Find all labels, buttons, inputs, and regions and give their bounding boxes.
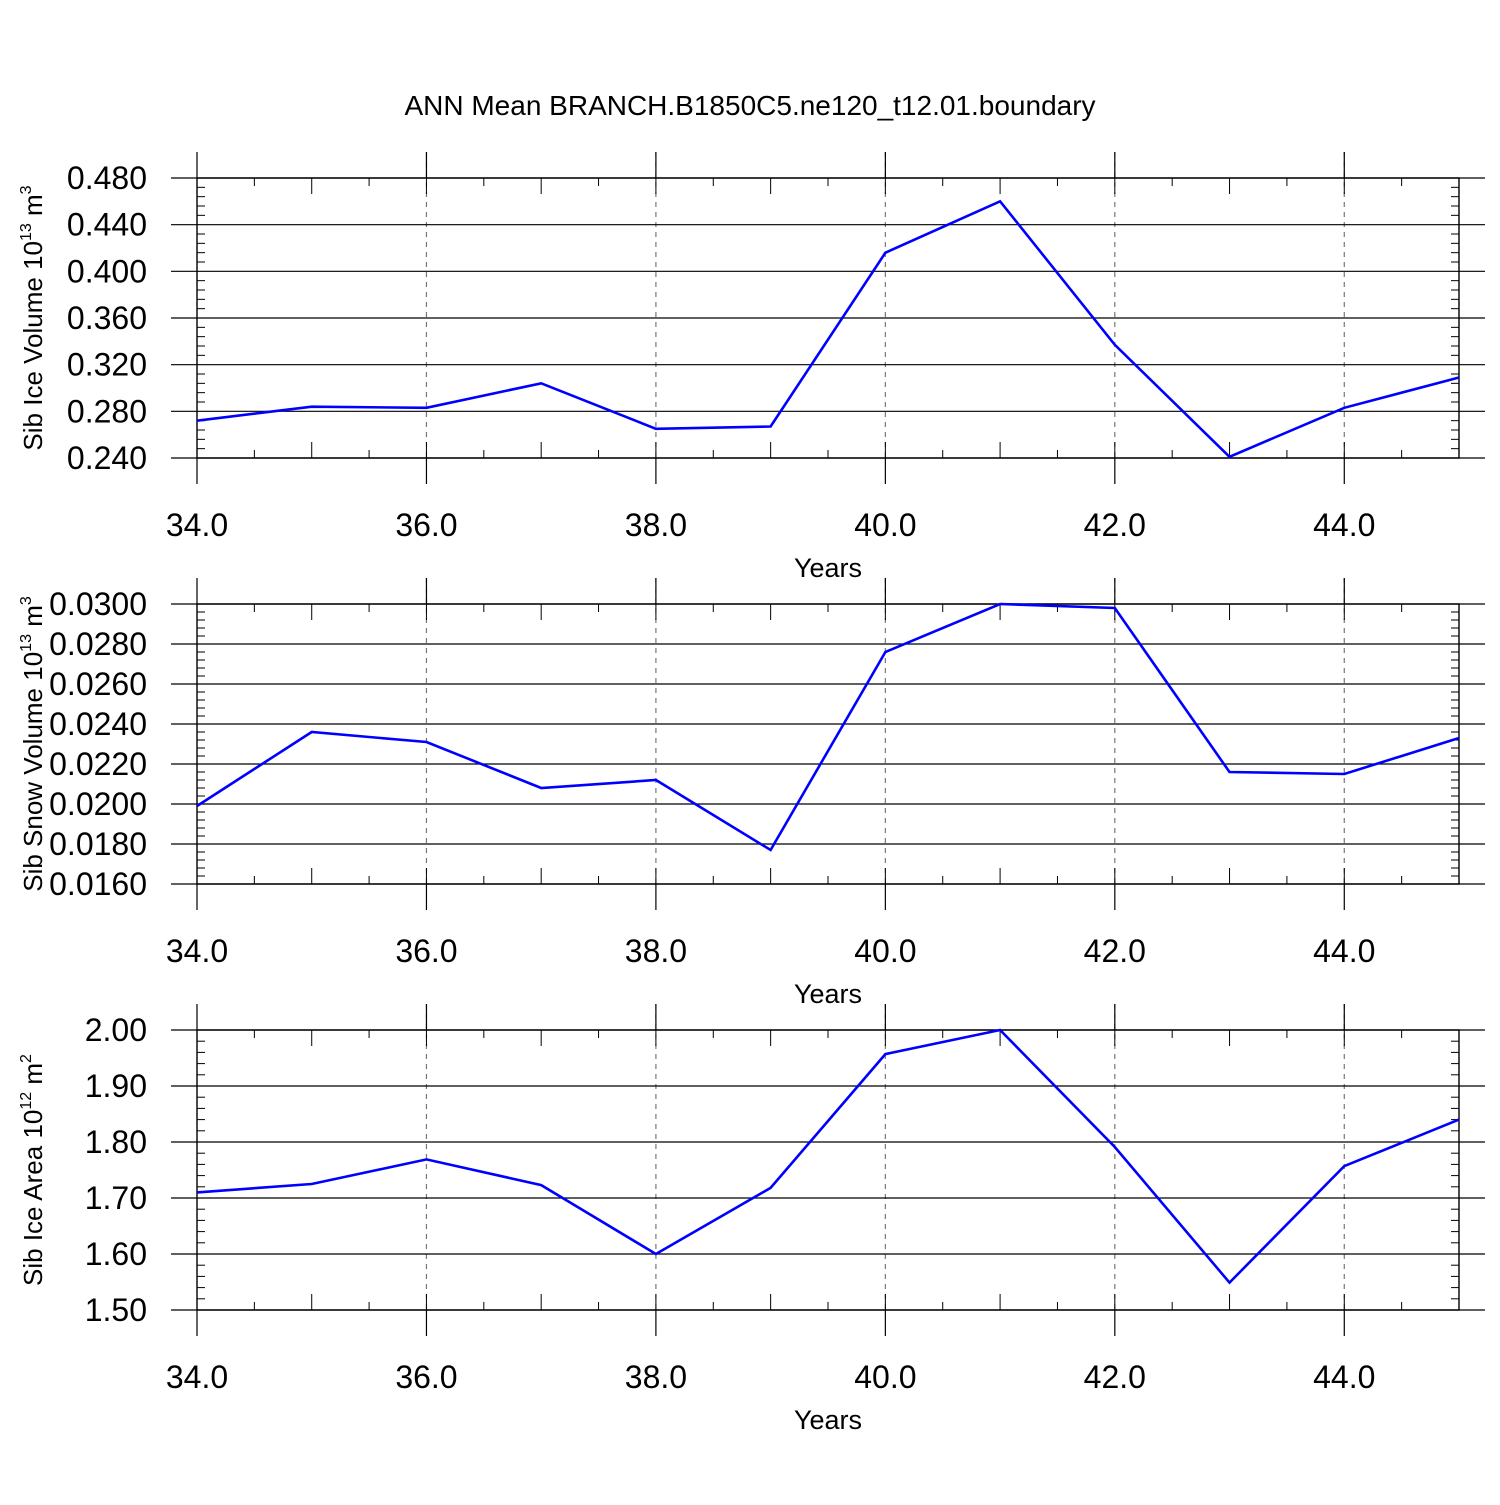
y-tick-label: 0.280 xyxy=(67,393,147,429)
y-tick-label: 0.0260 xyxy=(49,666,147,702)
y-tick-label: 1.80 xyxy=(85,1124,147,1160)
y-tick-label: 0.480 xyxy=(67,160,147,196)
series-line xyxy=(196,602,1460,852)
y-tick-label: 1.60 xyxy=(85,1236,147,1272)
series-line xyxy=(196,1028,1460,1285)
x-tick-label: 34.0 xyxy=(166,507,228,543)
plot-frame xyxy=(196,603,1460,885)
plot-frame xyxy=(196,1029,1460,1311)
y-tick-label: 0.0220 xyxy=(49,746,147,782)
y-tick-label: 2.00 xyxy=(85,1012,147,1048)
series-line xyxy=(196,199,1460,459)
x-tick-label: 36.0 xyxy=(395,1359,457,1395)
x-tick-label: 36.0 xyxy=(395,933,457,969)
y-axis-label: Sib Snow Volume 1013 m3 xyxy=(18,596,48,892)
y-tick-label: 0.0180 xyxy=(49,826,147,862)
chart-panel-2: 34.0 36.0 38.0 40.0 42.0 44.0 0.0160 0.0180 0.02… xyxy=(18,578,1485,1009)
y-tick-label: 0.0240 xyxy=(49,706,147,742)
x-tick-label: 34.0 xyxy=(166,933,228,969)
x-axis-label: Years xyxy=(794,553,862,583)
x-tick-label: 44.0 xyxy=(1313,1359,1375,1395)
y-tick-label: 0.320 xyxy=(67,347,147,383)
y-axis-label: Sib Ice Volume 1013 m3 xyxy=(18,185,48,450)
y-tick-label: 1.90 xyxy=(85,1068,147,1104)
y-axis-label: Sib Ice Area 1012 m2 xyxy=(18,1054,48,1286)
y-tick-label: 1.70 xyxy=(85,1180,147,1216)
x-tick-label: 40.0 xyxy=(854,933,916,969)
x-tick-label: 36.0 xyxy=(395,507,457,543)
y-tick-label: 0.0300 xyxy=(49,586,147,622)
y-tick-label: 0.0280 xyxy=(49,626,147,662)
y-tick-label: 0.440 xyxy=(67,207,147,243)
y-tick-label: 0.360 xyxy=(67,300,147,336)
x-tick-label: 38.0 xyxy=(625,507,687,543)
y-tick-label: 0.0200 xyxy=(49,786,147,822)
x-tick-label: 38.0 xyxy=(625,933,687,969)
chart-panel-3: 34.0 36.0 38.0 40.0 42.0 44.0 1.50 1.60 1.70 1.80… xyxy=(18,1004,1485,1435)
x-tick-label: 42.0 xyxy=(1084,1359,1146,1395)
x-axis-label: Years xyxy=(794,1405,862,1435)
y-tick-label: 1.50 xyxy=(85,1292,147,1328)
x-axis-label: Years xyxy=(794,979,862,1009)
y-tick-label: 0.0160 xyxy=(49,866,147,902)
y-tick-label: 0.400 xyxy=(67,253,147,289)
figure-title: ANN Mean BRANCH.B1850C5.ne120_t12.01.bou… xyxy=(404,90,1095,121)
x-tick-label: 34.0 xyxy=(166,1359,228,1395)
x-tick-label: 44.0 xyxy=(1313,933,1375,969)
x-tick-label: 44.0 xyxy=(1313,507,1375,543)
x-tick-label: 42.0 xyxy=(1084,933,1146,969)
x-tick-label: 40.0 xyxy=(854,1359,916,1395)
x-tick-label: 38.0 xyxy=(625,1359,687,1395)
x-tick-label: 40.0 xyxy=(854,507,916,543)
chart-panel-1: 34.0 36.0 38.0 40.0 42.0 44.0 0.240 0.280 0.320 0… xyxy=(18,152,1485,583)
x-tick-label: 42.0 xyxy=(1084,507,1146,543)
y-tick-label: 0.240 xyxy=(67,440,147,476)
